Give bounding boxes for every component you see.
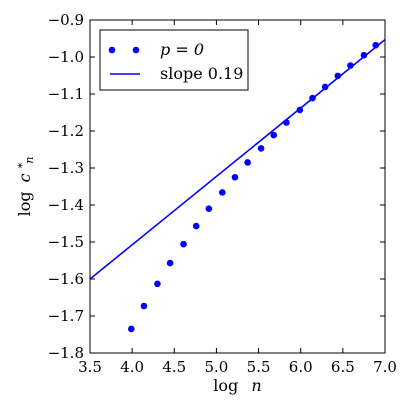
y-axis-title-subscript: n (23, 157, 36, 164)
y-tick-label: −1.6 (48, 270, 84, 288)
data-point (270, 131, 278, 139)
x-axis-title-prefix: log (213, 376, 238, 395)
data-point (128, 325, 135, 333)
x-tick-label: 7.0 (373, 358, 397, 376)
plot-frame (89, 19, 386, 354)
y-axis-title-superscript: * (16, 162, 29, 168)
data-point (360, 51, 368, 59)
legend-marker (132, 46, 140, 54)
x-tick-label: 5.0 (204, 358, 228, 376)
legend-line-label: slope 0.19 (160, 64, 243, 83)
y-tick-label: −1.8 (48, 344, 84, 362)
x-tick-label: 3.5 (78, 358, 102, 376)
data-point (219, 189, 226, 196)
y-tick-label: −1.2 (48, 122, 84, 140)
y-axis-title-prefix: log (15, 191, 34, 216)
data-point (257, 145, 265, 152)
data-point (205, 205, 213, 212)
data-point (154, 280, 161, 288)
y-tick-label: −1.3 (48, 159, 84, 177)
data-point (192, 222, 200, 230)
x-tick-label: 4.0 (120, 358, 144, 376)
data-point (231, 173, 239, 181)
y-tick-label: −1.1 (48, 85, 84, 103)
series-line-slope (90, 38, 385, 280)
legend-marker (108, 46, 116, 54)
x-axis-title: log n (213, 376, 261, 395)
legend-box (99, 29, 249, 91)
data-point (166, 259, 174, 267)
y-tick-label: −1.7 (48, 307, 84, 325)
y-tick-label: −1.5 (48, 233, 84, 251)
y-tick-label: −1.4 (48, 196, 84, 214)
y-axis-title-variable: c (15, 173, 34, 182)
series-group (90, 38, 385, 333)
axes-layer: 3.5 4.0 4.5 5.0 5.5 6.0 6.5 7.0 −1.8 −1.7 −1.6 −1.5… (48, 11, 397, 376)
plot-layer (90, 38, 385, 333)
legend: p = 0 slope 0.19 (99, 29, 249, 91)
x-tick-label: 6.0 (289, 358, 313, 376)
x-tick-label: 5.5 (247, 358, 271, 376)
y-tick-label: −0.9 (48, 11, 84, 29)
y-tick-label: −1.0 (48, 48, 84, 66)
data-point (244, 159, 251, 166)
y-axis-title: log c * n (15, 157, 36, 217)
data-point (140, 302, 148, 310)
x-tick-label: 4.5 (162, 358, 186, 376)
x-tick-label: 6.5 (331, 358, 355, 376)
data-point (180, 240, 187, 248)
x-axis-title-variable: n (251, 376, 261, 395)
legend-scatter-label: p = 0 (160, 40, 204, 59)
legend-scatter-sample (108, 46, 140, 54)
